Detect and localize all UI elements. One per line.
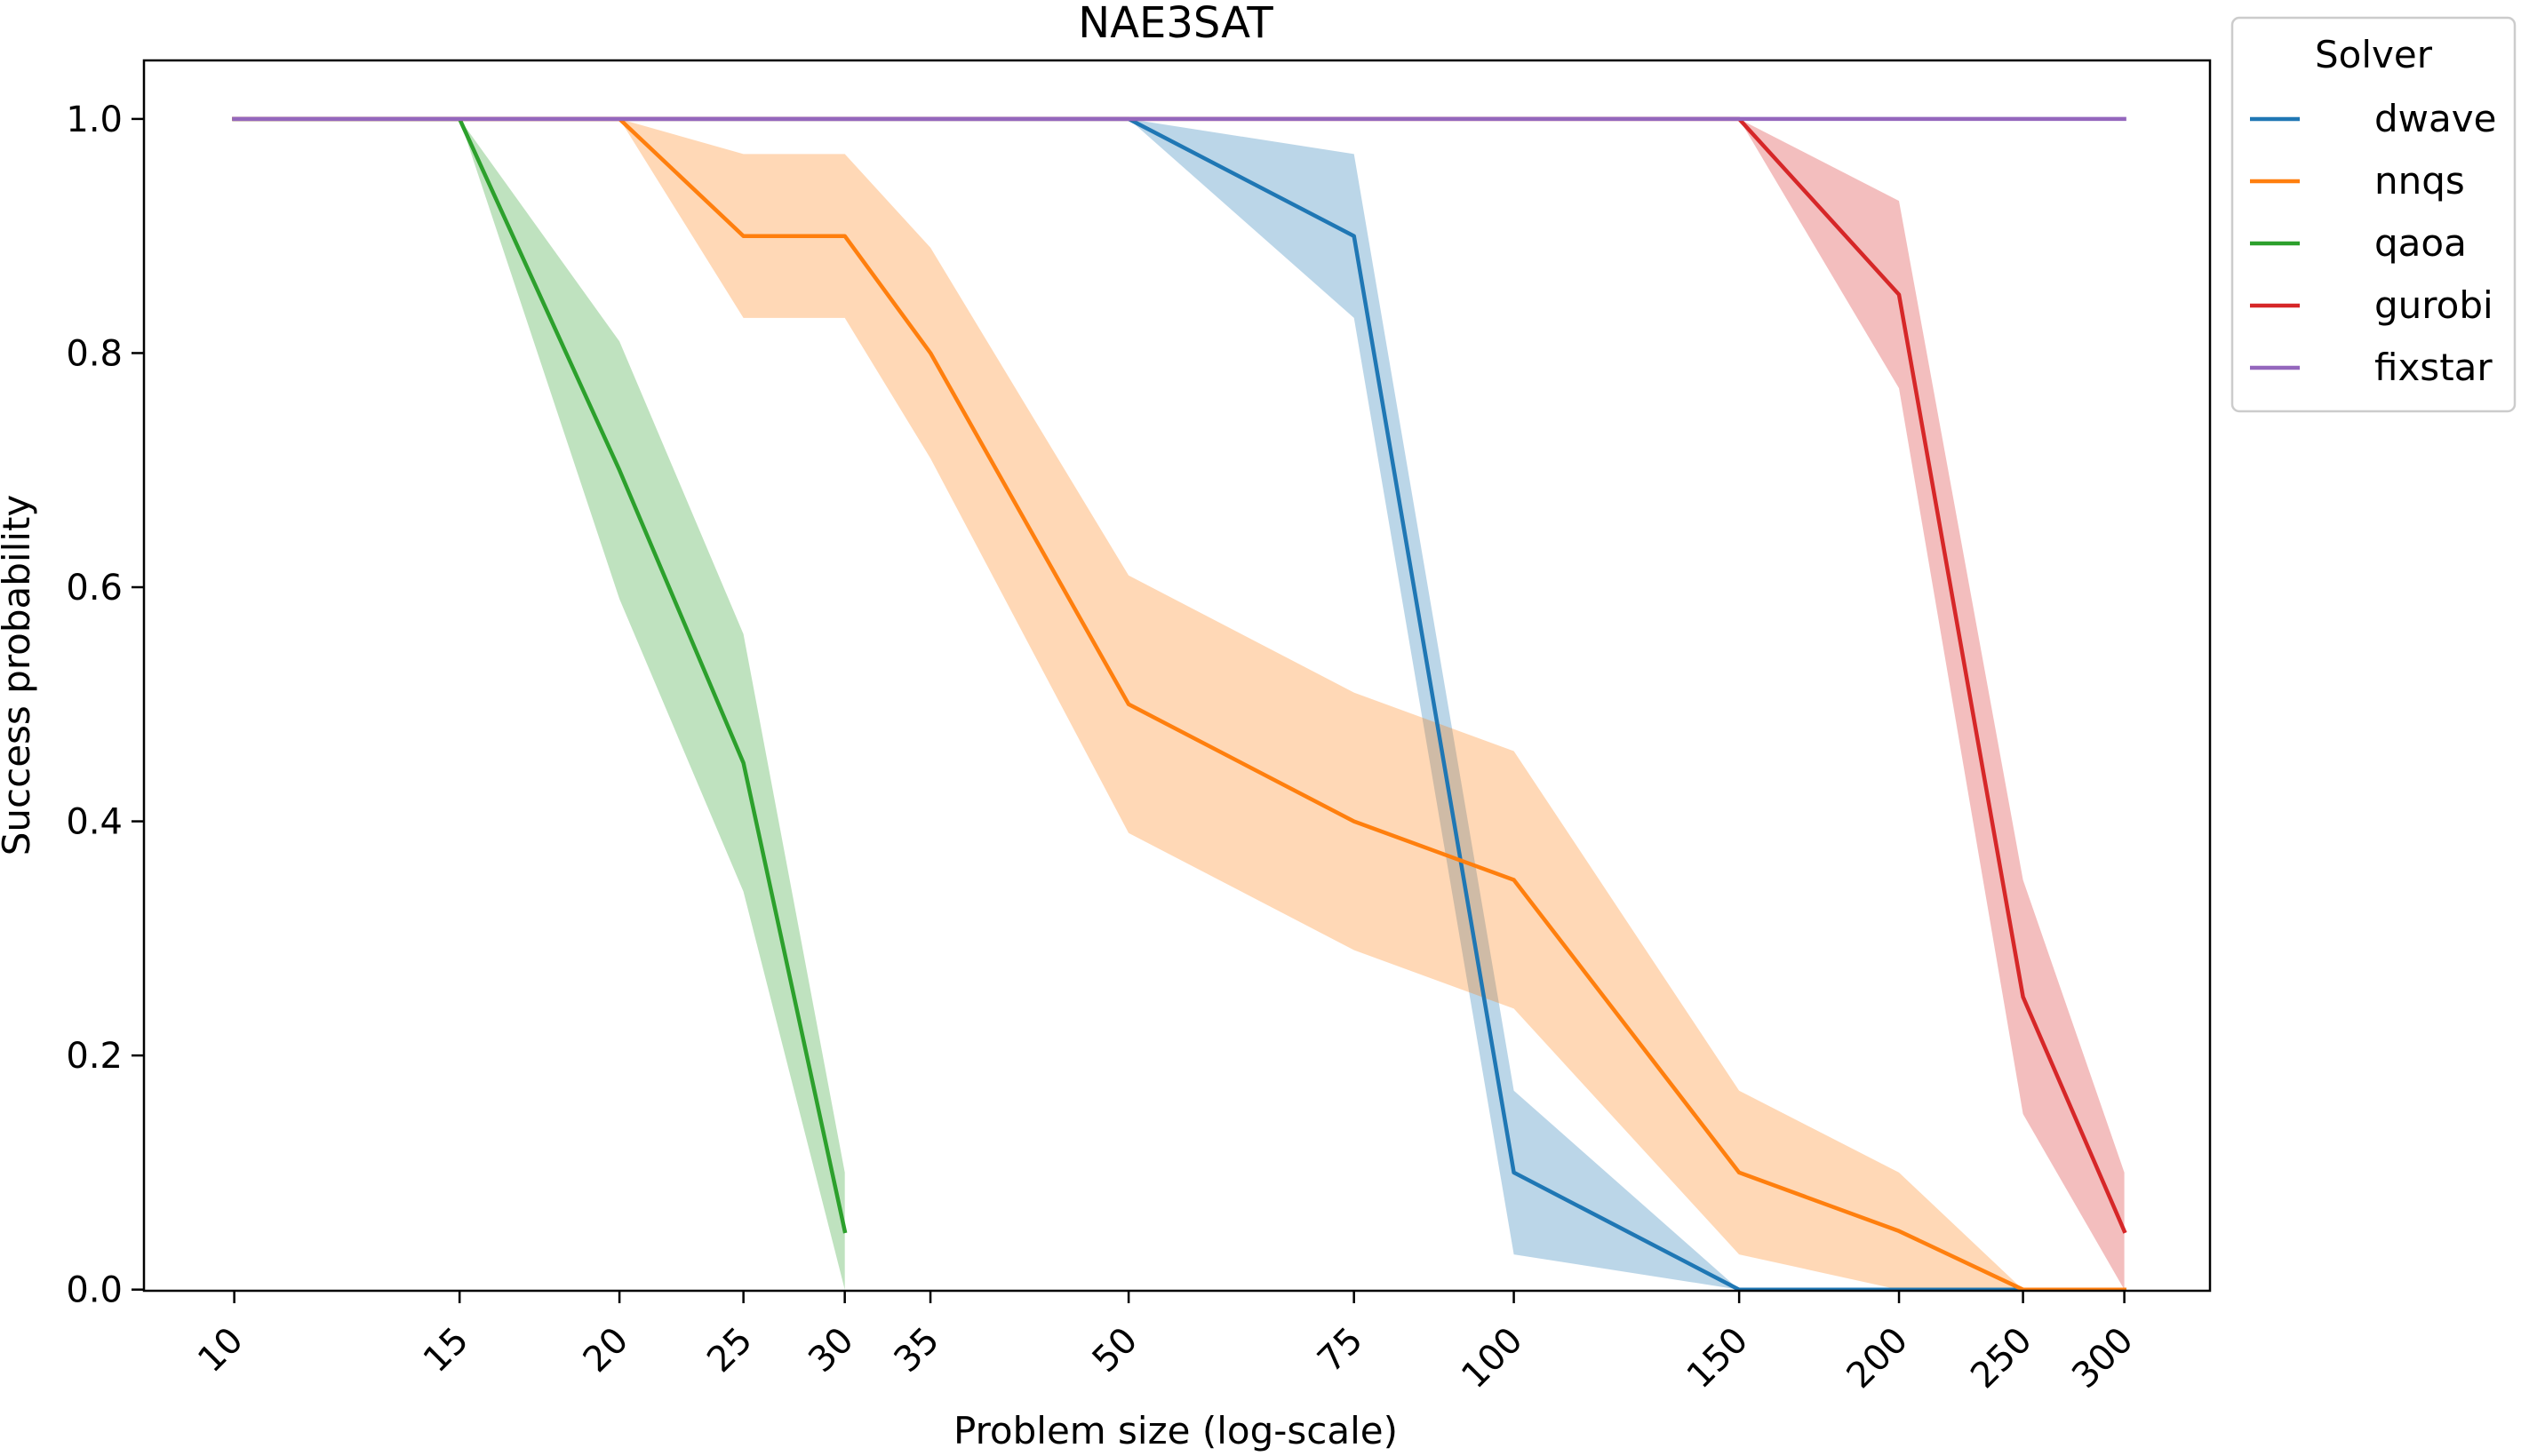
x-tick-label: 150 — [1679, 1320, 1757, 1397]
x-tick-label: 10 — [190, 1320, 251, 1381]
legend: Solver dwave nnqs qaoa gurobi fixstar — [2230, 16, 2517, 413]
band-qaoa — [234, 118, 845, 1290]
y-tick-label: 1.0 — [66, 99, 123, 140]
x-tick-label: 35 — [887, 1320, 948, 1381]
x-tick-label: 15 — [416, 1320, 477, 1381]
legend-label-gurobi: gurobi — [2374, 283, 2493, 327]
legend-label-qaoa: qaoa — [2374, 221, 2467, 265]
x-axis-label: Problem size (log-scale) — [953, 1409, 1398, 1452]
confidence-bands — [234, 118, 2125, 1290]
x-tick-label: 300 — [2064, 1320, 2142, 1397]
x-tick-label: 25 — [699, 1320, 761, 1381]
legend-title: Solver — [2315, 33, 2433, 76]
legend-label-fixstar: fixstar — [2374, 346, 2493, 389]
band-nnqs — [234, 118, 2125, 1290]
y-axis-label: Success probability — [0, 495, 38, 856]
x-tick-label: 100 — [1454, 1320, 1531, 1397]
y-axis-ticks: 0.0 0.2 0.4 0.6 0.8 1.0 — [66, 99, 144, 1311]
legend-label-nnqs: nnqs — [2374, 159, 2465, 203]
x-axis-ticks: 10 15 20 25 30 35 50 75 100 150 200 250 300 — [190, 1291, 2142, 1397]
y-tick-label: 0.8 — [66, 333, 123, 374]
series-lines — [232, 116, 2127, 1292]
y-tick-label: 0.4 — [66, 802, 123, 843]
x-tick-label: 20 — [576, 1320, 637, 1381]
legend-items: dwave nnqs qaoa gurobi fixstar — [2250, 97, 2496, 389]
x-tick-label: 200 — [1839, 1320, 1917, 1397]
chart-title: NAE3SAT — [1078, 0, 1273, 48]
y-tick-label: 0.2 — [66, 1036, 123, 1077]
legend-frame — [2230, 16, 2517, 413]
x-tick-label: 50 — [1085, 1320, 1146, 1381]
y-tick-label: 0.0 — [66, 1270, 123, 1311]
y-tick-label: 0.6 — [66, 568, 123, 609]
plot-frame — [142, 59, 2212, 1293]
x-tick-label: 250 — [1963, 1320, 2040, 1397]
x-tick-label: 75 — [1310, 1320, 1371, 1381]
legend-label-dwave: dwave — [2374, 97, 2496, 140]
x-tick-label: 30 — [801, 1320, 862, 1381]
